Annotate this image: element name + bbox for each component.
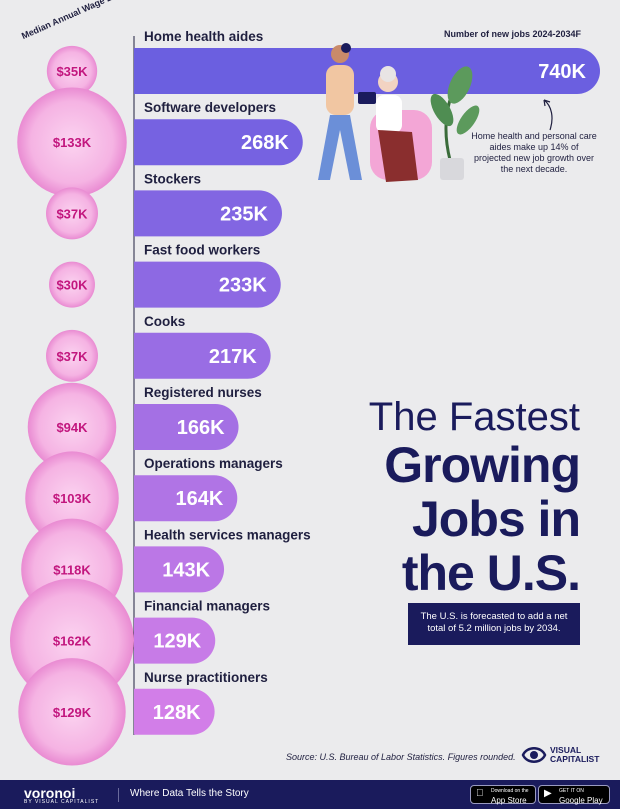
- infographic: $35K $133K $37K $30K $37K $94K $103K $118K $162K…: [10, 0, 600, 766]
- app-store-label: App Store: [491, 796, 527, 805]
- wage-bubble: [46, 329, 98, 382]
- wage-bubble: [46, 45, 98, 97]
- wage-bubble: [49, 261, 95, 308]
- bar: [134, 261, 281, 308]
- bar: [134, 48, 600, 94]
- title-line-3: Jobs in: [411, 491, 581, 547]
- bar: [134, 475, 238, 522]
- category-label: Cooks: [144, 314, 185, 329]
- wage-label: $118K: [53, 562, 91, 577]
- bar: [134, 404, 239, 450]
- bar-value-label: 143K: [162, 559, 210, 581]
- category-label: Home health aides: [144, 29, 263, 44]
- voronoi-logo[interactable]: voronoi BY VISUAL CAPITALIST: [24, 785, 99, 805]
- wage-label: $37K: [56, 349, 88, 364]
- bar: [134, 546, 225, 593]
- source-text: Source: U.S. Bureau of Labor Statistics.…: [286, 752, 516, 762]
- annotation-text: Home health and personal care aides make…: [471, 131, 597, 174]
- wage-bubble: [18, 658, 126, 766]
- category-label: Financial managers: [144, 599, 270, 614]
- bar: [134, 332, 271, 379]
- page-title: The Fastest Growing Jobs in the U.S.: [368, 395, 581, 601]
- wage-label: $133K: [53, 135, 92, 150]
- bar: [134, 190, 282, 237]
- bar: [134, 119, 303, 166]
- category-label: Health services managers: [144, 527, 311, 542]
- bar-value-label: 129K: [153, 631, 201, 653]
- category-label: Stockers: [144, 171, 201, 186]
- wage-label: $37K: [56, 206, 88, 221]
- visual-capitalist-logo: VISUAL CAPITALIST: [521, 744, 599, 766]
- apple-icon: : [476, 789, 484, 799]
- bar-value-label: 268K: [241, 132, 289, 154]
- bar: [134, 617, 216, 664]
- category-label: Operations managers: [144, 456, 283, 471]
- vc-logo-icon: [521, 747, 547, 763]
- title-line-4: the U.S.: [401, 545, 581, 601]
- wage-label: $129K: [53, 705, 92, 720]
- title-line-1: The Fastest: [368, 395, 580, 439]
- voronoi-brand-name: voronoi: [24, 785, 76, 801]
- wage-label: $30K: [56, 278, 88, 293]
- vc-logo-line-1: VISUAL: [550, 745, 582, 755]
- bar-value-label: 740K: [538, 61, 586, 83]
- bar-value-label: 166K: [177, 417, 225, 439]
- wage-bubble: [25, 451, 119, 545]
- note-box: The U.S. is forecasted to add a net tota…: [408, 603, 580, 645]
- category-label: Registered nurses: [144, 385, 262, 400]
- wage-label: $94K: [56, 420, 88, 435]
- bar-value-label: 217K: [209, 346, 257, 368]
- google-play-label: Google Play: [559, 796, 603, 805]
- category-label: Software developers: [144, 100, 276, 115]
- app-store-button[interactable]:  Download on the App Store: [470, 785, 536, 805]
- category-label: Nurse practitioners: [144, 670, 268, 685]
- wage-label: $103K: [53, 491, 92, 506]
- google-play-button[interactable]: ▶ GET IT ON Google Play: [538, 785, 610, 805]
- wage-label: $162K: [53, 634, 92, 649]
- footer-tagline: Where Data Tells the Story: [130, 788, 249, 799]
- bar-value-label: 233K: [219, 275, 267, 297]
- bar: [134, 688, 215, 735]
- category-label: Fast food workers: [144, 243, 260, 258]
- footer-divider: [118, 788, 119, 802]
- bar-value-label: 128K: [153, 702, 201, 724]
- vc-logo-line-2: CAPITALIST: [550, 754, 600, 764]
- title-line-2: Growing: [384, 437, 581, 493]
- wage-bubble: [17, 87, 127, 197]
- annotation-arrow: [543, 99, 553, 131]
- voronoi-brand-sub: BY VISUAL CAPITALIST: [24, 799, 100, 805]
- google-play-small-text: GET IT ON: [559, 788, 584, 794]
- bar-value-label: 235K: [220, 203, 268, 225]
- app-store-small-text: Download on the: [491, 788, 529, 794]
- caregiver-illustration: [318, 43, 480, 182]
- bar-chart: $35K $133K $37K $30K $37K $94K $103K $118K $162K…: [10, 29, 600, 766]
- play-icon: ▶: [544, 788, 552, 799]
- wage-label: $35K: [56, 64, 88, 79]
- footer-bar: voronoi BY VISUAL CAPITALIST Where Data …: [0, 780, 620, 809]
- jobs-axis-label: Number of new jobs 2024-2034F: [444, 29, 582, 39]
- wage-bubble: [27, 382, 117, 472]
- wage-bubble: [46, 187, 98, 240]
- bar-value-label: 164K: [175, 488, 223, 510]
